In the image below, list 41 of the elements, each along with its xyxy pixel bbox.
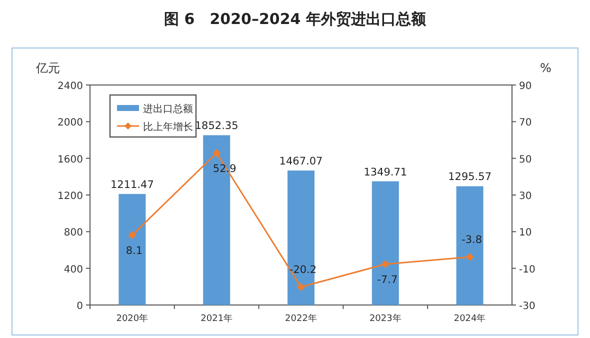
- data-label: 1211.47: [110, 178, 154, 191]
- legend-label: 进出口总额: [143, 103, 193, 115]
- bar: [287, 170, 315, 305]
- y2-tick-label: -30: [519, 301, 536, 312]
- y-tick-label: 1200: [58, 191, 83, 202]
- chart-title: 图 6 2020–2024 年外贸进出口总额: [164, 10, 427, 28]
- y2-tick-label: 30: [519, 191, 532, 202]
- y2-axis-title: %: [540, 61, 552, 75]
- data-label: 1852.35: [194, 120, 238, 132]
- bar: [372, 181, 399, 305]
- y-tick-label: 800: [64, 228, 83, 239]
- y-tick-label: 0: [76, 301, 83, 312]
- y-tick-label: 2400: [58, 81, 83, 92]
- point: [297, 283, 305, 292]
- y2-tick-label: 10: [519, 228, 532, 239]
- data-label: 1467.07: [279, 156, 323, 168]
- y2-tick-label: -10: [519, 264, 536, 276]
- x-tick-label: 2021年: [200, 313, 233, 324]
- bar: [456, 186, 484, 305]
- legend-label: 比上年增长: [143, 121, 193, 133]
- data-label: -7.7: [377, 274, 398, 286]
- y2-tick-label: 90: [519, 81, 532, 92]
- data-label: 1349.71: [364, 166, 408, 178]
- bar: [118, 194, 146, 305]
- y2-tick-label: 50: [519, 154, 532, 166]
- x-tick-label: 2022年: [285, 313, 317, 324]
- point: [212, 149, 221, 158]
- x-tick-label: 2024年: [454, 313, 486, 324]
- x-tick-label: 2023年: [369, 313, 402, 324]
- point: [128, 231, 136, 240]
- data-label: -3.8: [462, 234, 482, 246]
- y-axis-title: 亿元: [35, 61, 60, 75]
- y-tick-label: 2000: [58, 118, 83, 129]
- data-label: 1295.57: [448, 171, 492, 184]
- point: [381, 260, 390, 268]
- point: [466, 252, 474, 261]
- y-tick-label: 1600: [58, 154, 83, 166]
- x-tick-label: 2020年: [116, 313, 148, 324]
- y-tick-label: 400: [64, 264, 83, 276]
- data-label: 8.1: [126, 245, 143, 258]
- y2-tick-label: 70: [519, 118, 532, 129]
